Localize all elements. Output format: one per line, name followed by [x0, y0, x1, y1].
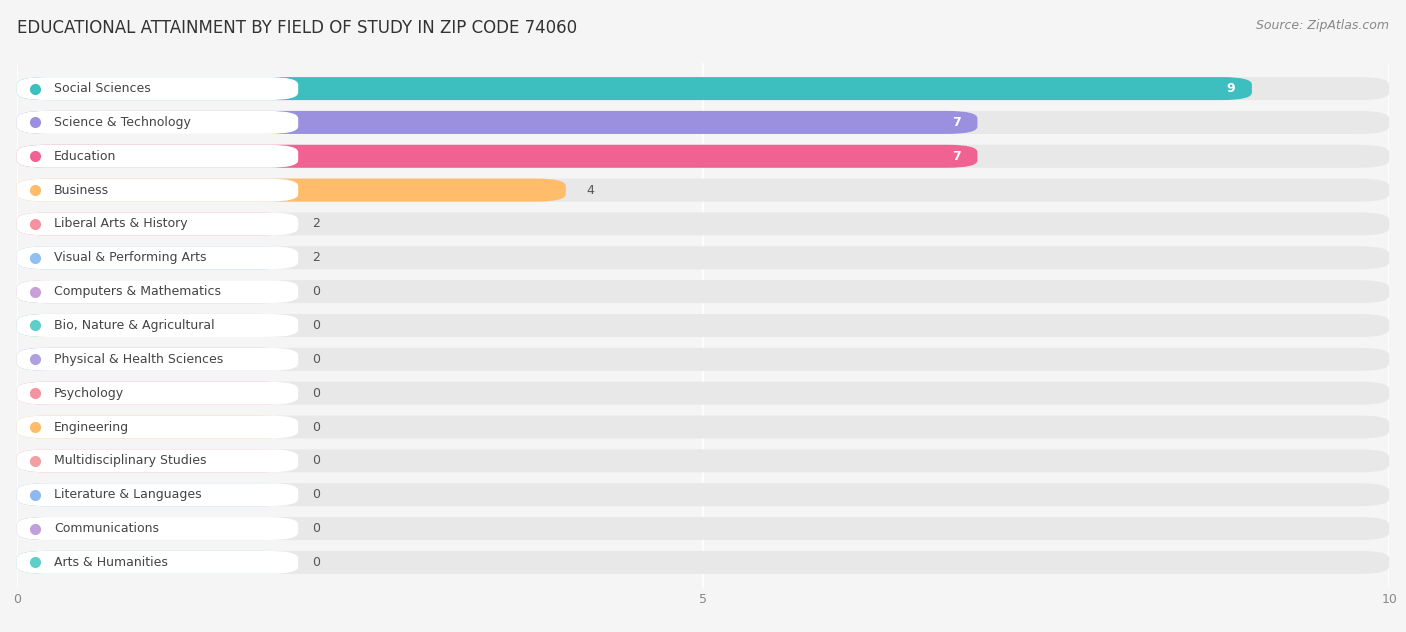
FancyBboxPatch shape	[17, 77, 298, 100]
FancyBboxPatch shape	[17, 111, 977, 134]
FancyBboxPatch shape	[17, 77, 1251, 100]
FancyBboxPatch shape	[17, 415, 298, 439]
Text: 0: 0	[312, 285, 321, 298]
Text: 0: 0	[312, 420, 321, 434]
FancyBboxPatch shape	[17, 382, 1389, 404]
FancyBboxPatch shape	[17, 348, 1389, 371]
FancyBboxPatch shape	[17, 314, 298, 337]
Text: EDUCATIONAL ATTAINMENT BY FIELD OF STUDY IN ZIP CODE 74060: EDUCATIONAL ATTAINMENT BY FIELD OF STUDY…	[17, 19, 576, 37]
Text: 2: 2	[312, 252, 319, 264]
Text: Arts & Humanities: Arts & Humanities	[53, 556, 167, 569]
Text: 2: 2	[312, 217, 319, 231]
Text: 9: 9	[1227, 82, 1236, 95]
FancyBboxPatch shape	[17, 280, 298, 303]
Text: 0: 0	[312, 353, 321, 366]
FancyBboxPatch shape	[17, 212, 291, 236]
Text: Source: ZipAtlas.com: Source: ZipAtlas.com	[1256, 19, 1389, 32]
FancyBboxPatch shape	[17, 348, 291, 371]
FancyBboxPatch shape	[17, 280, 291, 303]
FancyBboxPatch shape	[17, 449, 1389, 472]
FancyBboxPatch shape	[17, 483, 291, 506]
FancyBboxPatch shape	[17, 111, 1389, 134]
FancyBboxPatch shape	[17, 314, 291, 337]
FancyBboxPatch shape	[17, 517, 1389, 540]
FancyBboxPatch shape	[17, 483, 1389, 506]
Text: 0: 0	[312, 387, 321, 399]
FancyBboxPatch shape	[17, 145, 1389, 167]
FancyBboxPatch shape	[17, 551, 1389, 574]
FancyBboxPatch shape	[17, 314, 1389, 337]
Text: Computers & Mathematics: Computers & Mathematics	[53, 285, 221, 298]
Text: Business: Business	[53, 184, 110, 197]
Text: 4: 4	[586, 184, 595, 197]
FancyBboxPatch shape	[17, 246, 298, 269]
Text: 7: 7	[952, 116, 960, 129]
Text: 0: 0	[312, 319, 321, 332]
FancyBboxPatch shape	[17, 449, 298, 472]
Text: 0: 0	[312, 454, 321, 467]
FancyBboxPatch shape	[17, 280, 1389, 303]
FancyBboxPatch shape	[17, 348, 298, 371]
Text: Physical & Health Sciences: Physical & Health Sciences	[53, 353, 224, 366]
FancyBboxPatch shape	[17, 551, 291, 574]
Text: Literature & Languages: Literature & Languages	[53, 488, 201, 501]
Text: Science & Technology: Science & Technology	[53, 116, 191, 129]
FancyBboxPatch shape	[17, 145, 977, 167]
Text: Visual & Performing Arts: Visual & Performing Arts	[53, 252, 207, 264]
FancyBboxPatch shape	[17, 212, 298, 236]
FancyBboxPatch shape	[17, 551, 298, 574]
FancyBboxPatch shape	[17, 145, 298, 167]
FancyBboxPatch shape	[17, 415, 291, 439]
Text: Psychology: Psychology	[53, 387, 124, 399]
Text: Bio, Nature & Agricultural: Bio, Nature & Agricultural	[53, 319, 215, 332]
FancyBboxPatch shape	[17, 517, 291, 540]
Text: Engineering: Engineering	[53, 420, 129, 434]
FancyBboxPatch shape	[17, 483, 298, 506]
FancyBboxPatch shape	[17, 246, 291, 269]
Text: 0: 0	[312, 556, 321, 569]
Text: 0: 0	[312, 488, 321, 501]
FancyBboxPatch shape	[17, 449, 291, 472]
Text: Social Sciences: Social Sciences	[53, 82, 150, 95]
FancyBboxPatch shape	[17, 246, 1389, 269]
FancyBboxPatch shape	[17, 517, 298, 540]
FancyBboxPatch shape	[17, 179, 1389, 202]
FancyBboxPatch shape	[17, 179, 298, 202]
Text: Multidisciplinary Studies: Multidisciplinary Studies	[53, 454, 207, 467]
Text: 7: 7	[952, 150, 960, 163]
FancyBboxPatch shape	[17, 179, 565, 202]
FancyBboxPatch shape	[17, 382, 298, 404]
FancyBboxPatch shape	[17, 382, 291, 404]
Text: Education: Education	[53, 150, 117, 163]
Text: Liberal Arts & History: Liberal Arts & History	[53, 217, 187, 231]
FancyBboxPatch shape	[17, 212, 1389, 236]
Text: 0: 0	[312, 522, 321, 535]
FancyBboxPatch shape	[17, 111, 298, 134]
FancyBboxPatch shape	[17, 77, 1389, 100]
Text: Communications: Communications	[53, 522, 159, 535]
FancyBboxPatch shape	[17, 415, 1389, 439]
